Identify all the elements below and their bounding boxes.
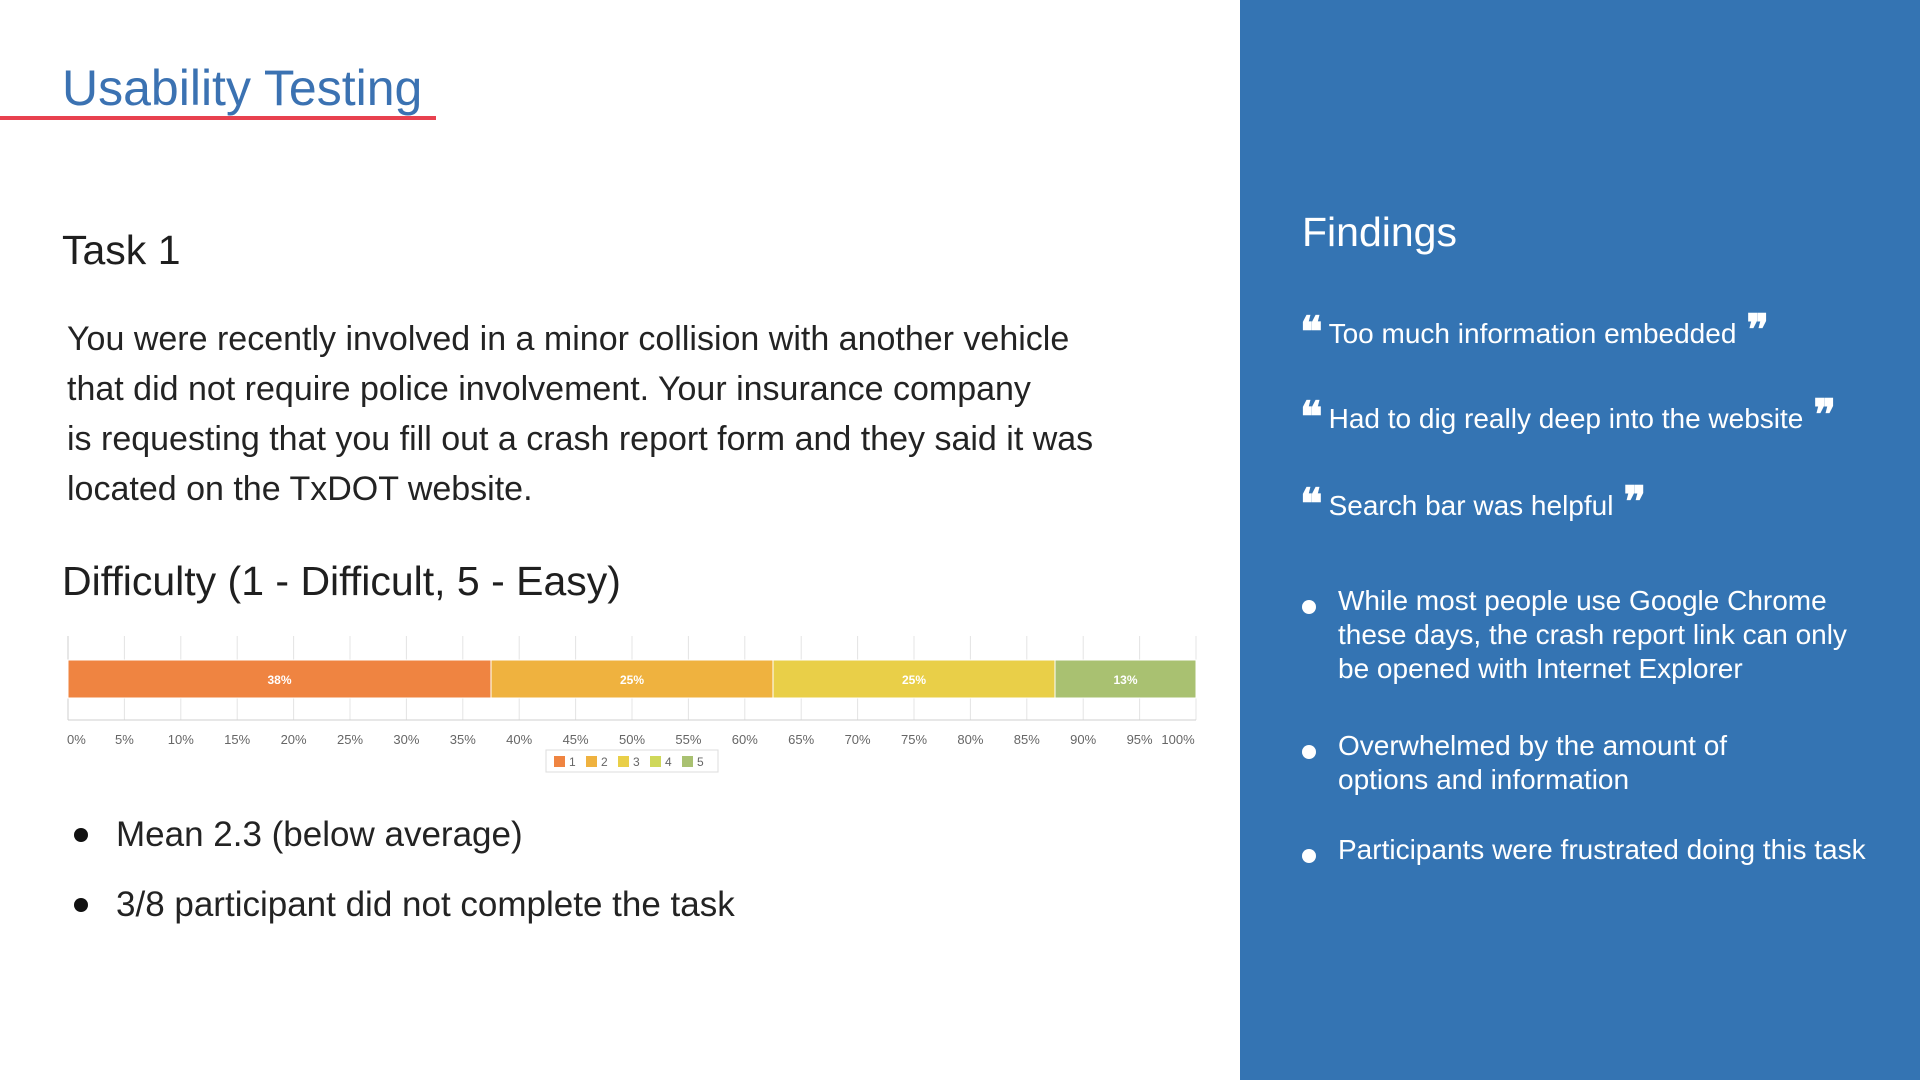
chart-legend-label: 3 (633, 755, 640, 769)
finding-bullet-dot (1302, 600, 1316, 614)
finding-line: these days, the crash report link can on… (1338, 619, 1847, 650)
chart-tick-label: 0% (67, 732, 86, 747)
quote-text: Search bar was helpful (1328, 490, 1614, 521)
close-quote-icon: ❞ (1813, 390, 1836, 439)
difficulty-chart: 0% 5% 10% 15% 20% 25% 30% 35% 40% 45% 50% 55% 60% 65%… (58, 632, 1208, 782)
bullet-item: 3/8 participant did not complete the tas… (74, 870, 735, 940)
slide-title: Usability Testing (62, 60, 423, 116)
chart-legend-label: 5 (697, 755, 704, 769)
chart-tick-label: 75% (901, 732, 927, 747)
chart-bar-segment (1054, 659, 1197, 699)
chart-data-label: 13% (1113, 673, 1137, 687)
bullet-dot (74, 898, 88, 912)
finding-bullet-dot (1302, 849, 1316, 863)
bullet-dot (74, 828, 88, 842)
chart-tick-label: 5% (115, 732, 134, 747)
chart-data-label: 25% (620, 673, 644, 687)
finding-text: Overwhelmed by the amount of options and… (1338, 729, 1727, 797)
task-description-line: is requesting that you fill out a crash … (67, 420, 1094, 458)
chart-data-label: 38% (267, 673, 291, 687)
chart-tick-label: 60% (732, 732, 758, 747)
quote-item: ❝ Search bar was helpful ❞ (1300, 477, 1647, 528)
chart-legend-label: 1 (569, 755, 576, 769)
finding-text: While most people use Google Chrome thes… (1338, 584, 1847, 686)
chart-tick-label: 30% (393, 732, 419, 747)
chart-tick-label: 80% (957, 732, 983, 747)
chart-tick-label: 55% (675, 732, 701, 747)
bullet-text: 3/8 participant did not complete the tas… (116, 885, 735, 924)
finding-line: Overwhelmed by the amount of (1338, 730, 1728, 761)
findings-panel: Findings ❝ Too much information embedded… (1240, 0, 1920, 1080)
open-quote-icon: ❝ (1300, 479, 1323, 528)
task-heading: Task 1 (62, 227, 181, 273)
bullet-text: Mean 2.3 (below average) (116, 815, 523, 854)
chart-tick-label: 90% (1070, 732, 1096, 747)
chart-legend-swatch (586, 756, 597, 767)
chart-legend-swatch (682, 756, 693, 767)
chart-legend-swatch (618, 756, 629, 767)
title-underline (0, 116, 436, 120)
bullet-item: Mean 2.3 (below average) (74, 800, 735, 870)
chart-tick-label: 25% (337, 732, 363, 747)
chart-tick-label: 45% (563, 732, 589, 747)
summary-bullets: Mean 2.3 (below average) 3/8 participant… (74, 800, 735, 940)
chart-tick-label: 65% (788, 732, 814, 747)
chart-tick-label: 95% (1127, 732, 1153, 747)
finding-line: be opened with Internet Explorer (1338, 653, 1743, 684)
finding-item: Participants were frustrated doing this … (1302, 833, 1866, 867)
quote-text: Had to dig really deep into the website (1328, 403, 1804, 434)
chart-tick-label: 10% (168, 732, 194, 747)
open-quote-icon: ❝ (1300, 307, 1323, 356)
task-description-line: that did not require police involvement.… (67, 370, 1031, 408)
chart-tick-label: 50% (619, 732, 645, 747)
difficulty-heading: Difficulty (1 - Difficult, 5 - Easy) (62, 558, 621, 604)
finding-line: Participants were frustrated doing this … (1338, 834, 1866, 865)
chart-tick-label: 85% (1014, 732, 1040, 747)
chart-legend-label: 2 (601, 755, 608, 769)
finding-bullet-dot (1302, 745, 1316, 759)
close-quote-icon: ❞ (1623, 477, 1647, 526)
chart-legend-label: 4 (665, 755, 672, 769)
quote-item: ❝ Had to dig really deep into the websit… (1300, 390, 1836, 441)
finding-text: Participants were frustrated doing this … (1338, 833, 1866, 867)
finding-line: While most people use Google Chrome (1338, 585, 1827, 616)
chart-bar-segment (490, 659, 774, 699)
chart-tick-label: 15% (224, 732, 250, 747)
chart-tick-label: 35% (450, 732, 476, 747)
finding-item: While most people use Google Chrome thes… (1302, 584, 1847, 686)
task-description-line: located on the TxDOT website. (67, 470, 533, 508)
chart-tick-label: 20% (281, 732, 307, 747)
task-description: You were recently involved in a minor co… (67, 314, 1197, 514)
finding-line: options and information (1338, 764, 1630, 795)
finding-item: Overwhelmed by the amount of options and… (1302, 729, 1727, 797)
chart-data-label: 25% (902, 673, 926, 687)
chart-legend-swatch (554, 756, 565, 767)
chart-tick-label: 40% (506, 732, 532, 747)
chart-tick-label: 70% (845, 732, 871, 747)
difficulty-chart-svg: 0% 5% 10% 15% 20% 25% 30% 35% 40% 45% 50% 55% 60% 65%… (67, 636, 1197, 773)
close-quote-icon: ❞ (1746, 305, 1770, 354)
chart-tick-label: 100% (1161, 732, 1195, 747)
quote-item: ❝ Too much information embedded ❞ (1300, 305, 1770, 356)
chart-legend-swatch (650, 756, 661, 767)
task-description-line: You were recently involved in a minor co… (67, 320, 1070, 358)
findings-heading: Findings (1302, 209, 1457, 255)
chart-bar-segment (772, 659, 1056, 699)
open-quote-icon: ❝ (1300, 392, 1323, 441)
chart-bar-segment (67, 659, 492, 699)
quote-text: Too much information embedded (1328, 318, 1737, 349)
